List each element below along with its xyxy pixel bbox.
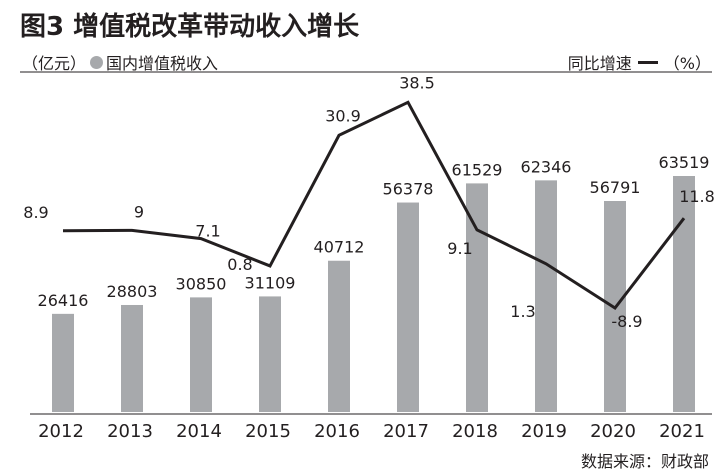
line-value-labels: 8.9 9 7.1 0.8 30.9 38.5 9.1 1.3 -8.9 11.8 [23,73,715,331]
bar-label-2021: 63519 [659,153,710,172]
bar-value-labels: 26416 28803 30850 31109 40712 56378 61529 62346… [38,153,710,310]
bar-label-2013: 28803 [107,282,158,301]
x-tick-2017: 2017 [383,421,429,442]
bar-legend-swatch [90,55,104,69]
x-tick-2012: 2012 [38,421,84,442]
bar-2018 [466,183,488,412]
bar-2019 [535,180,557,412]
x-tick-2016: 2016 [314,421,360,442]
bar-unit-label: （亿元） [22,54,87,73]
bar-label-2020: 56791 [590,178,641,197]
x-tick-2013: 2013 [107,421,153,442]
growth-label-2018: 9.1 [447,239,472,258]
x-tick-labels: 2012 2013 2014 2015 2016 2017 2018 2019 2020 2021 [38,421,705,442]
line-legend: 同比增速 （%） [568,50,711,74]
bar-2014 [190,297,212,412]
growth-label-2017: 38.5 [399,73,435,92]
growth-label-2014: 7.1 [195,222,220,241]
x-tick-2018: 2018 [452,421,498,442]
bar-label-2017: 56378 [383,180,434,199]
bar-label-2015: 31109 [245,273,296,292]
bar-label-2019: 62346 [521,157,572,176]
bar-legend: （亿元） 国内增值税收入 [22,50,218,74]
bar-2013 [121,304,143,412]
growth-label-2015: 0.8 [227,255,252,274]
growth-label-2016: 30.9 [325,106,361,125]
growth-label-2021: 11.8 [679,187,715,206]
bar-label-2018: 61529 [452,160,503,179]
x-tick-2014: 2014 [176,421,222,442]
bar-2016 [328,260,350,412]
line-unit-label: （%） [663,54,711,73]
growth-label-2013: 9 [134,202,144,221]
growth-label-2012: 8.9 [23,203,48,222]
bar-legend-label: 国内增值税收入 [106,54,219,73]
line-legend-label: 同比增速 [567,54,632,73]
bar-2015 [259,296,281,412]
chart-title: 图3 增值税改革带动收入增长 [20,12,360,42]
growth-line [62,100,686,311]
growth-label-2020: -8.9 [611,312,642,331]
bar-2012 [52,313,74,412]
x-tick-2019: 2019 [521,421,567,442]
x-tick-2021: 2021 [659,421,705,442]
x-tick-2015: 2015 [245,421,291,442]
bar-2021 [673,176,695,412]
bar-label-2012: 26416 [38,291,89,310]
bar-label-2016: 40712 [314,238,365,257]
data-source: 数据来源：财政部 [580,452,709,471]
x-tick-2020: 2020 [590,421,636,442]
bar-label-2014: 30850 [176,274,227,293]
growth-label-2019: 1.3 [510,302,535,321]
bar-2017 [397,202,419,412]
line-legend-swatch [637,60,658,64]
